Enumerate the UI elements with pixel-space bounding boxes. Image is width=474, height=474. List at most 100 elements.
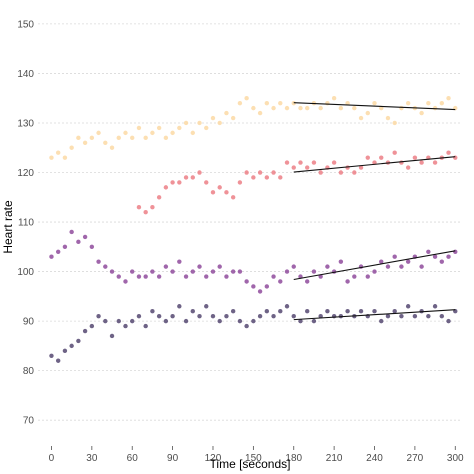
x-tick-label: 0 <box>49 453 55 464</box>
data-point <box>55 150 61 155</box>
data-point <box>116 274 121 279</box>
data-point <box>311 160 317 165</box>
data-point <box>136 274 142 279</box>
data-point <box>150 309 155 314</box>
x-tick-label: 180 <box>285 453 302 464</box>
data-point <box>426 249 431 254</box>
data-point <box>264 309 270 314</box>
data-point <box>190 175 195 180</box>
data-point <box>69 145 74 150</box>
data-point <box>399 264 404 269</box>
data-point <box>298 318 303 324</box>
data-point <box>318 105 323 111</box>
data-point <box>237 318 243 324</box>
data-point <box>197 264 202 269</box>
data-point <box>338 259 344 264</box>
data-point <box>123 130 128 136</box>
data-point <box>345 100 350 106</box>
data-point <box>130 318 135 324</box>
data-point <box>82 234 88 240</box>
data-point <box>251 105 256 111</box>
y-axis-title: Heart rate <box>1 200 15 254</box>
data-point <box>230 269 236 274</box>
data-point <box>197 120 202 126</box>
data-point <box>278 175 283 180</box>
data-point <box>177 304 182 309</box>
trend-line <box>293 156 456 173</box>
data-point <box>109 333 115 339</box>
data-point <box>372 100 377 106</box>
data-point <box>183 120 189 126</box>
data-point <box>305 105 310 111</box>
x-tick-label: 270 <box>407 453 424 464</box>
data-point <box>143 323 148 329</box>
data-point <box>325 309 330 314</box>
data-point <box>291 264 296 269</box>
data-point <box>298 160 303 165</box>
data-point <box>405 259 411 264</box>
data-point <box>230 309 236 314</box>
data-point <box>116 135 121 141</box>
data-point <box>76 135 81 141</box>
data-point <box>251 284 256 289</box>
data-point <box>284 269 290 274</box>
data-point <box>284 304 290 309</box>
data-point <box>446 96 451 101</box>
data-point <box>325 264 330 269</box>
data-point <box>163 135 169 141</box>
data-point <box>197 313 202 319</box>
y-tick-label: 130 <box>17 118 34 129</box>
data-point <box>156 313 162 319</box>
data-point <box>405 165 411 170</box>
data-point <box>76 239 81 245</box>
data-point <box>446 318 451 324</box>
data-point <box>150 204 155 210</box>
data-point <box>96 259 101 264</box>
data-point <box>177 125 182 131</box>
data-point <box>136 125 142 131</box>
data-point <box>439 100 445 106</box>
data-point <box>298 105 303 111</box>
data-point <box>177 259 182 264</box>
data-point <box>237 269 243 274</box>
data-point <box>278 309 283 314</box>
data-point <box>244 279 249 284</box>
trend-line <box>293 309 456 321</box>
data-point <box>183 175 189 180</box>
data-point <box>372 309 377 314</box>
data-point <box>264 284 270 289</box>
x-tick-label: 240 <box>366 453 383 464</box>
data-point <box>439 259 445 264</box>
x-tick-label: 60 <box>127 453 139 464</box>
data-point <box>305 309 310 314</box>
data-point <box>76 338 81 344</box>
y-tick-label: 140 <box>17 69 34 80</box>
data-point <box>116 318 121 324</box>
data-point <box>170 130 175 136</box>
data-point <box>284 160 290 165</box>
trend-lines <box>293 102 456 321</box>
data-point <box>305 165 310 170</box>
data-point <box>358 165 364 170</box>
data-point <box>183 318 189 324</box>
data-point <box>150 269 155 274</box>
data-point <box>230 195 236 200</box>
data-point <box>251 318 256 324</box>
data-point <box>170 180 175 185</box>
gridlines <box>38 23 462 421</box>
data-point <box>392 309 397 314</box>
y-axis-ticks: 70 80 90 100 110 120 130 140 150 <box>17 19 34 426</box>
data-point <box>143 209 148 215</box>
data-point <box>224 313 229 319</box>
data-point <box>82 328 88 334</box>
data-point <box>271 170 276 175</box>
data-point <box>419 160 424 165</box>
data-point <box>204 125 209 131</box>
data-point <box>244 170 249 175</box>
data-point <box>224 110 229 116</box>
data-point <box>109 145 115 150</box>
data-point <box>130 269 135 274</box>
data-point <box>257 170 263 175</box>
data-point <box>412 155 418 160</box>
data-point <box>385 313 391 319</box>
